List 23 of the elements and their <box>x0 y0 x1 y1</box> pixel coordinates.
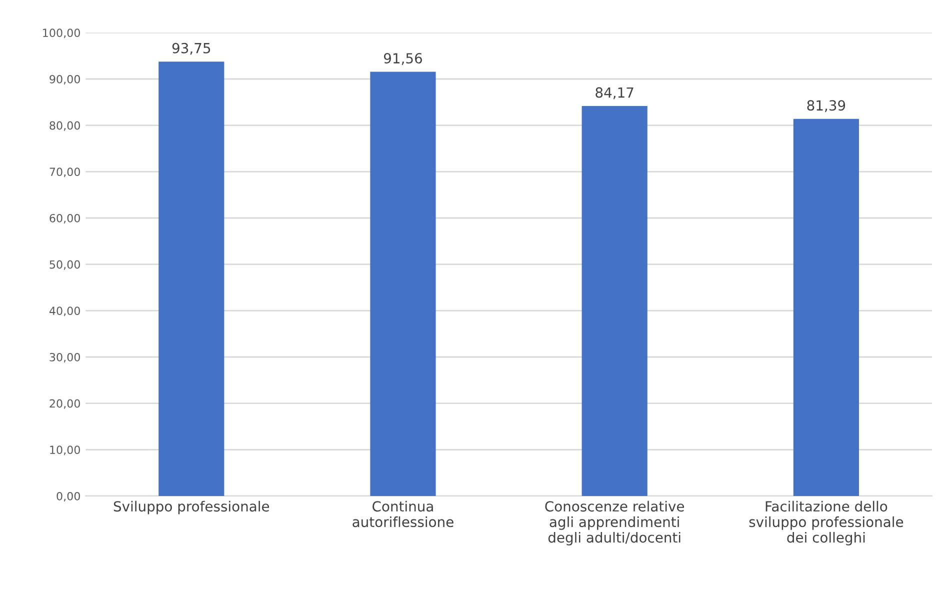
bar <box>158 62 224 496</box>
y-tick-label: 20,00 <box>50 399 80 409</box>
bar <box>793 118 859 496</box>
data-label: 91,56 <box>384 53 422 65</box>
y-tick-label: 30,00 <box>50 352 80 363</box>
bar <box>582 106 648 496</box>
y-tick-label: 80,00 <box>50 121 80 131</box>
x-tick-label: Continua autoriflessione <box>352 500 454 528</box>
bar <box>370 72 436 496</box>
x-tick-label: Conoscenze relative agli apprendimenti degli adulti/docenti <box>545 500 684 546</box>
y-tick-label: 50,00 <box>50 260 80 270</box>
y-tick-label: 60,00 <box>50 214 80 224</box>
y-tick-label: 10,00 <box>50 446 80 456</box>
data-label: 84,17 <box>596 87 634 100</box>
y-tick-label: 100,00 <box>43 28 80 38</box>
y-tick-label: 0,00 <box>56 492 80 502</box>
x-tick-label: Sviluppo professionale <box>114 500 270 514</box>
y-tick-label: 90,00 <box>50 74 80 85</box>
y-tick-label: 40,00 <box>49 306 80 316</box>
data-label: 93,75 <box>172 42 210 55</box>
data-label: 81,39 <box>807 100 846 112</box>
y-tick-label: 70,00 <box>50 168 80 178</box>
x-tick-label: Facilitazione dello sviluppo professionale dei colleghi <box>749 500 904 546</box>
